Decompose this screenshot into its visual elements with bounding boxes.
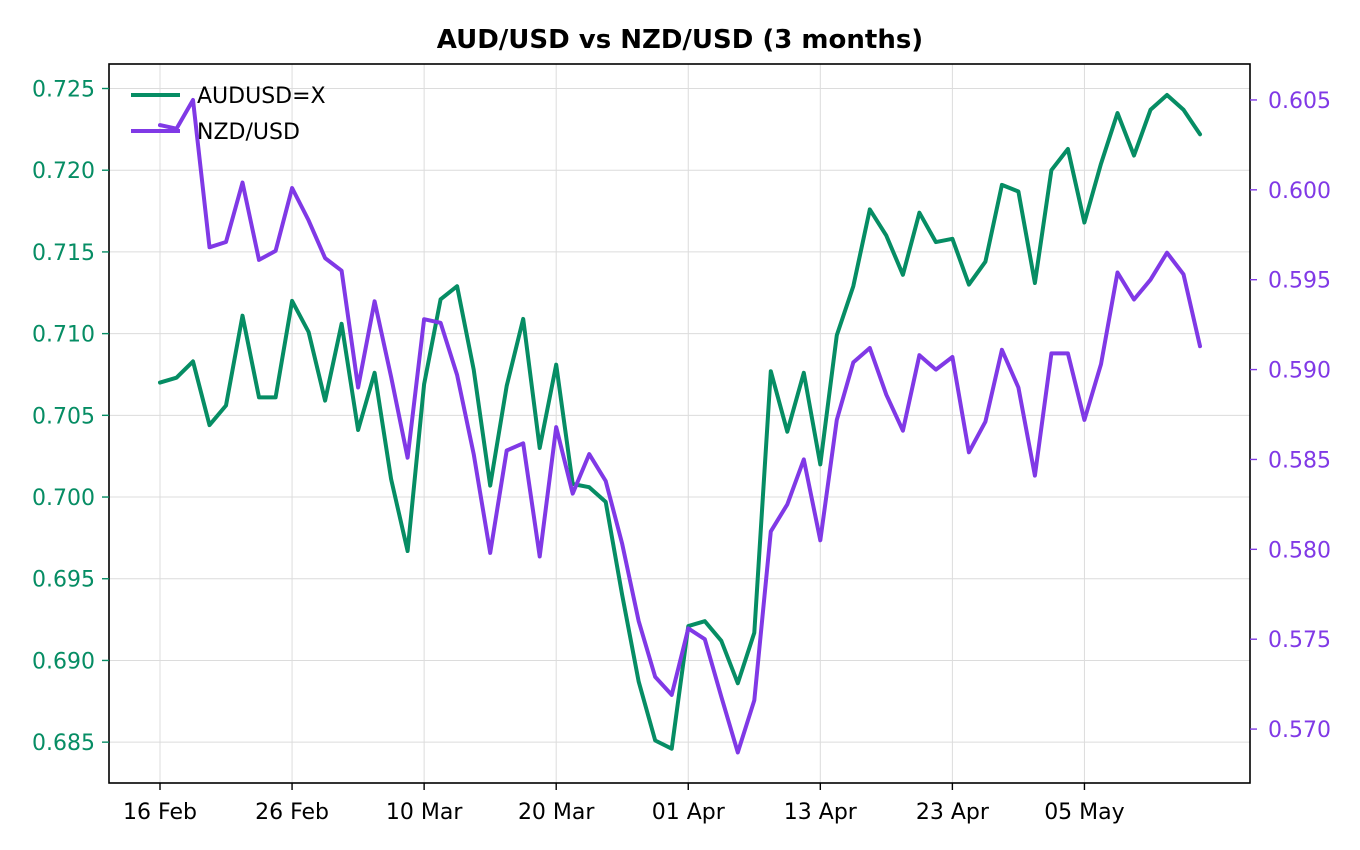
right-tick-label: 0.595	[1268, 269, 1331, 294]
left-tick-label: 0.695	[32, 568, 95, 593]
x-tick-label: 01 Apr	[652, 800, 726, 825]
x-tick-label: 23 Apr	[916, 800, 990, 825]
legend: AUDUSD=X NZD/USD	[131, 84, 326, 145]
right-tick-label: 0.600	[1268, 179, 1331, 204]
x-tick-label: 10 Mar	[386, 800, 463, 825]
left-tick-label: 0.685	[32, 731, 95, 756]
x-tick-label: 26 Feb	[255, 800, 329, 825]
legend-label: AUDUSD=X	[197, 84, 326, 109]
right-tick-label: 0.605	[1268, 89, 1331, 114]
series-layer	[158, 93, 1202, 755]
right-tick-label: 0.580	[1268, 538, 1331, 563]
left-tick-label: 0.725	[32, 78, 95, 103]
legend-label: NZD/USD	[197, 120, 300, 145]
chart-title: AUD/USD vs NZD/USD (3 months)	[437, 25, 923, 55]
left-tick-label: 0.710	[32, 323, 95, 348]
right-tick-label: 0.575	[1268, 628, 1331, 653]
x-tick-label: 13 Apr	[784, 800, 858, 825]
x-tick-label: 05 May	[1044, 800, 1124, 825]
plot-frame	[108, 63, 1251, 784]
right-tick-label: 0.590	[1268, 359, 1331, 384]
x-tick-label: 20 Mar	[518, 800, 595, 825]
left-tick-label: 0.705	[32, 404, 95, 429]
left-tick-label: 0.700	[32, 486, 95, 511]
left-tick-label: 0.690	[32, 649, 95, 674]
series-nzdusd-line	[158, 98, 1202, 755]
axes: 16 Feb 26 Feb 10 Mar 20 Mar 01 Apr 13 Apr 23 A…	[32, 78, 1331, 825]
series-audusd-line	[158, 93, 1202, 751]
x-tick-label: 16 Feb	[123, 800, 197, 825]
right-tick-label: 0.585	[1268, 448, 1331, 473]
right-tick-label: 0.570	[1268, 718, 1331, 743]
left-tick-label: 0.715	[32, 241, 95, 266]
left-tick-label: 0.720	[32, 159, 95, 184]
